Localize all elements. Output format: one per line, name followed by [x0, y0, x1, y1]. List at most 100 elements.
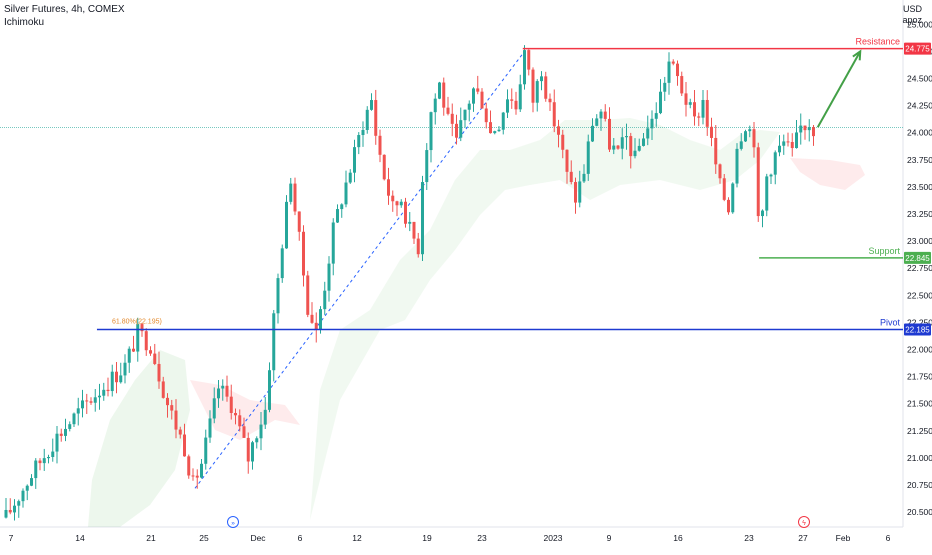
- candle-body: [276, 278, 280, 314]
- candle-body: [705, 99, 709, 127]
- candle-body: [93, 397, 97, 403]
- x-tick-label: 27: [798, 533, 808, 543]
- candle-body: [340, 204, 344, 210]
- candle-body: [25, 485, 29, 491]
- y-tick-label: 23.250: [907, 209, 932, 219]
- x-tick-label: Dec: [250, 533, 266, 543]
- candle-body: [421, 182, 424, 255]
- y-tick-label: 23.750: [907, 155, 932, 165]
- candle-body: [557, 126, 560, 135]
- candle-body: [42, 458, 46, 464]
- candle-body: [480, 91, 484, 109]
- candle-body: [246, 437, 250, 462]
- candle-body: [476, 88, 480, 92]
- candle-body: [115, 371, 118, 383]
- candle-body: [229, 396, 233, 413]
- candle-body: [225, 385, 229, 397]
- candle-body: [544, 76, 548, 99]
- candle-body: [255, 438, 259, 443]
- event-marker-split-icon: »: [227, 516, 239, 528]
- candle-body: [735, 148, 739, 184]
- candle-body: [548, 98, 552, 103]
- candle-body: [191, 475, 195, 477]
- candle-body: [433, 98, 437, 113]
- event-marker-ring: [798, 516, 810, 528]
- candle-body: [531, 69, 535, 103]
- candle-body: [391, 195, 395, 202]
- candle-body: [187, 456, 191, 476]
- candle-body: [4, 509, 8, 518]
- currency-sub-label: apoz: [902, 15, 922, 25]
- candle-body: [591, 125, 594, 142]
- candle-body: [697, 116, 701, 118]
- candle-body: [535, 81, 539, 103]
- resistance-price-label: 24.775: [905, 45, 930, 54]
- y-tick-label: 23.500: [907, 182, 932, 192]
- candle-body: [637, 145, 641, 151]
- candle-body: [8, 509, 12, 513]
- candle-body: [761, 210, 764, 217]
- candle-body: [773, 152, 777, 175]
- candle-body: [807, 127, 811, 131]
- candle-body: [238, 415, 242, 427]
- candle-body: [795, 132, 798, 149]
- y-tick-label: 24.500: [907, 73, 932, 83]
- candle-body: [756, 147, 760, 217]
- pivot-price-tag: [904, 323, 931, 336]
- candle-body: [552, 102, 556, 127]
- ichimoku-cloud-green-2: [310, 118, 780, 520]
- candle-body: [710, 126, 713, 138]
- resistance-label: Resistance: [855, 37, 900, 47]
- candle-body: [782, 141, 786, 146]
- candle-body: [21, 490, 25, 502]
- candle-body: [242, 426, 246, 438]
- indicator-label[interactable]: Ichimoku: [4, 17, 45, 28]
- candle-body: [119, 375, 123, 383]
- candle-body: [565, 149, 569, 172]
- candle-body: [527, 50, 531, 70]
- candle-body: [595, 118, 599, 126]
- candle-body: [217, 388, 220, 399]
- y-tick-label: 24.250: [907, 101, 932, 111]
- x-tick-label: 21: [146, 533, 156, 543]
- x-tick-label: 19: [422, 533, 432, 543]
- candle-body: [633, 150, 637, 157]
- candle-body: [272, 313, 276, 371]
- candle-body: [263, 409, 267, 425]
- candle-body: [195, 475, 199, 478]
- candle-body: [127, 348, 131, 363]
- candle-body: [310, 314, 314, 323]
- candle-body: [642, 138, 645, 146]
- candle-body: [493, 131, 497, 134]
- candle-body: [540, 76, 543, 82]
- candle-body: [331, 222, 335, 264]
- y-tick-label: 21.500: [907, 399, 932, 409]
- candle-body: [497, 129, 501, 132]
- support-price-tag: [904, 251, 931, 264]
- candle-body: [297, 211, 301, 232]
- candle-body: [599, 111, 603, 119]
- x-tick-label: 6: [886, 533, 891, 543]
- resistance-price-tag: [904, 42, 931, 55]
- candle-body: [620, 137, 624, 149]
- candle-body: [518, 84, 522, 110]
- candle-body: [472, 88, 475, 104]
- candle-body: [463, 109, 467, 121]
- candle-body: [170, 405, 174, 411]
- candle-body: [731, 183, 735, 213]
- candle-body: [455, 123, 458, 138]
- candle-body: [47, 456, 50, 459]
- candle-body: [438, 82, 441, 99]
- candle-body: [578, 181, 582, 203]
- x-tick-label: 6: [298, 533, 303, 543]
- candle-body: [212, 398, 216, 419]
- candle-body: [149, 350, 152, 354]
- candle-body: [374, 100, 378, 136]
- candle-body: [688, 102, 692, 105]
- support-label: Support: [868, 246, 900, 256]
- candle-body: [64, 428, 67, 436]
- candle-body: [812, 127, 815, 137]
- candle-body: [123, 362, 127, 376]
- candle-body: [357, 135, 361, 148]
